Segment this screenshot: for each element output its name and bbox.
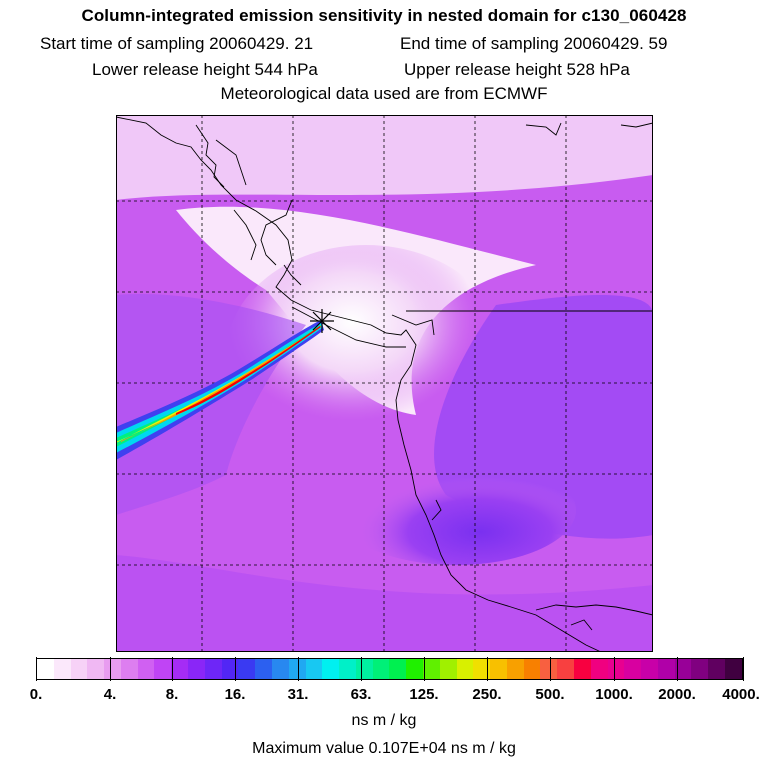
colorbar-tick	[235, 657, 236, 681]
colorbar-segment	[271, 659, 289, 679]
colorbar-segment	[70, 659, 88, 679]
colorbar-segment	[53, 659, 71, 679]
colorbar-tick-label: 4.	[103, 686, 117, 703]
colorbar-segment	[288, 659, 306, 679]
colorbar-tick	[36, 657, 37, 681]
colorbar-segment	[490, 659, 507, 679]
colorbar-tick-label: 2000.	[658, 686, 696, 703]
colorbar-segment	[221, 659, 239, 679]
colorbar-tick	[550, 657, 551, 681]
colorbar-segment	[188, 659, 205, 679]
colorbar-tick-label: 63.	[350, 686, 372, 703]
colorbar-tick-label: 31.	[287, 686, 309, 703]
lower-release-label: Lower release height 544 hPa	[92, 60, 318, 79]
map-dark-blob	[336, 455, 576, 565]
colorbar-segment	[657, 659, 675, 679]
colorbar-segment	[37, 659, 54, 679]
colorbar-tick-label: 125.	[409, 686, 439, 703]
map-light-region-north	[116, 115, 653, 200]
colorbar-segment	[641, 659, 658, 679]
colorbar-segment	[691, 659, 709, 679]
colorbar-tick-label: 4000.	[722, 686, 760, 703]
colorbar-segment	[523, 659, 541, 679]
colorbar-segment	[607, 659, 625, 679]
colorbar-segment	[171, 659, 189, 679]
colorbar-segment	[674, 659, 692, 679]
colorbar-segment	[506, 659, 524, 679]
colorbar-segment	[305, 659, 323, 679]
map-south-purple	[116, 555, 653, 652]
colorbar-segment	[624, 659, 642, 679]
colorbar-tick-label: 1000.	[595, 686, 633, 703]
colorbar-segment	[355, 659, 373, 679]
colorbar-tick	[424, 657, 425, 681]
colorbar-tick-label: 16.	[224, 686, 246, 703]
map-coastlines	[116, 116, 653, 652]
colorbar-segment	[87, 659, 105, 679]
colorbar-segment	[406, 659, 423, 679]
map-light-blob	[226, 245, 506, 465]
colorbar-tick	[110, 657, 111, 681]
plot-title: Column-integrated emission sensitivity i…	[81, 6, 687, 25]
colorbar-segment	[322, 659, 340, 679]
start-sampling-label: Start time of sampling 20060429. 21	[40, 34, 314, 53]
upper-release-label: Upper release height 528 hPa	[404, 60, 630, 79]
emission-sensitivity-map	[116, 115, 653, 652]
colorbar	[36, 658, 743, 680]
colorbar-segment	[389, 659, 407, 679]
colorbar-tick	[743, 657, 744, 681]
colorbar-segment	[439, 659, 457, 679]
colorbar-tick-label: 500.	[535, 686, 565, 703]
colorbar-segment	[137, 659, 155, 679]
colorbar-segment	[540, 659, 558, 679]
colorbar-segment	[204, 659, 222, 679]
colorbar-segment	[104, 659, 121, 679]
end-sampling-label: End time of sampling 20060429. 59	[400, 34, 668, 53]
colorbar-segment	[590, 659, 608, 679]
colorbar-segment	[372, 659, 390, 679]
colorbar-tick-label: 250.	[472, 686, 502, 703]
colorbar-segment	[574, 659, 591, 679]
plume	[116, 320, 324, 460]
colorbar-segment	[557, 659, 574, 679]
release-location-marker	[310, 309, 334, 333]
colorbar-tick-label: 8.	[165, 686, 179, 703]
colorbar-units: ns m / kg	[351, 712, 417, 729]
colorbar-tick-label: 0.	[29, 686, 43, 703]
colorbar-segment	[422, 659, 440, 679]
colorbar-tick	[172, 657, 173, 681]
colorbar-segment	[238, 659, 256, 679]
maximum-value-label: Maximum value 0.107E+04 ns m / kg	[252, 740, 516, 757]
colorbar-segment	[120, 659, 138, 679]
colorbar-segment	[473, 659, 491, 679]
colorbar-tick	[298, 657, 299, 681]
colorbar-segment	[255, 659, 272, 679]
colorbar-tick	[361, 657, 362, 681]
colorbar-segment	[154, 659, 172, 679]
colorbar-tick	[487, 657, 488, 681]
colorbar-segment	[708, 659, 726, 679]
colorbar-segment	[339, 659, 356, 679]
colorbar-tick	[614, 657, 615, 681]
colorbar-tick	[677, 657, 678, 681]
met-data-label: Meteorological data used are from ECMWF	[220, 84, 548, 103]
colorbar-segment	[456, 659, 474, 679]
map-frame	[116, 115, 653, 652]
colorbar-segment	[725, 659, 742, 679]
